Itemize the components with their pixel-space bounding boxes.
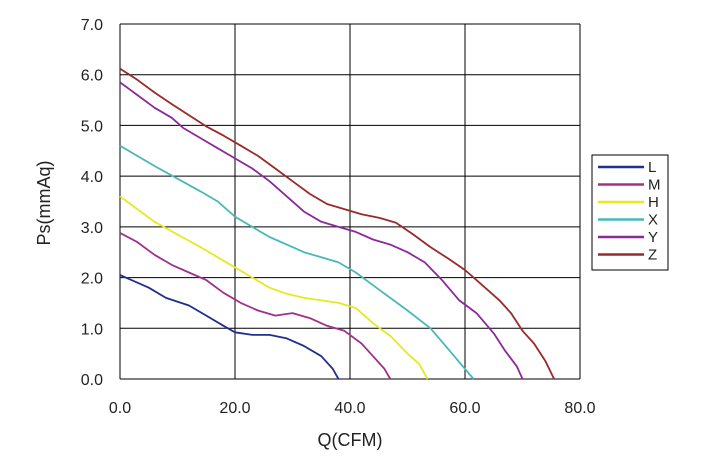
y-tick-label: 1.0 bbox=[81, 321, 103, 338]
legend-label-h: H bbox=[648, 194, 659, 211]
x-tick-label: 60.0 bbox=[449, 400, 480, 417]
series-line-y bbox=[119, 81, 524, 380]
legend-label-m: M bbox=[648, 177, 661, 194]
series-lines bbox=[119, 67, 555, 380]
x-tick-label: 20.0 bbox=[219, 400, 250, 417]
series-line-z bbox=[119, 67, 555, 380]
series-line-m bbox=[119, 232, 392, 380]
series-line-x bbox=[119, 144, 475, 380]
y-tick-label: 3.0 bbox=[81, 220, 103, 237]
legend-label-l: L bbox=[648, 159, 656, 176]
grid bbox=[119, 23, 581, 380]
x-tick-label: 40.0 bbox=[334, 400, 365, 417]
y-tick-label: 4.0 bbox=[81, 169, 103, 186]
legend-box bbox=[591, 154, 669, 271]
legend-label-z: Z bbox=[648, 247, 657, 264]
tick-labels: 0.0 20.0 40.0 60.0 80.0 0.0 1.0 2.0 3.0 4.0 5.0 6.0… bbox=[81, 17, 596, 417]
series-line-l bbox=[119, 274, 340, 380]
x-axis-title: Q(CFM) bbox=[318, 430, 383, 450]
x-tick-label: 0.0 bbox=[109, 400, 131, 417]
legend-label-y: Y bbox=[648, 229, 658, 246]
y-tick-label: 7.0 bbox=[81, 17, 103, 34]
y-tick-label: 0.0 bbox=[81, 372, 103, 389]
series-line-h bbox=[119, 195, 429, 380]
y-tick-label: 6.0 bbox=[81, 68, 103, 85]
y-axis-title: Ps(mmAq) bbox=[34, 161, 54, 246]
y-tick-label: 5.0 bbox=[81, 118, 103, 135]
x-tick-label: 80.0 bbox=[564, 400, 595, 417]
legend-label-x: X bbox=[648, 212, 658, 229]
y-tick-label: 2.0 bbox=[81, 271, 103, 288]
